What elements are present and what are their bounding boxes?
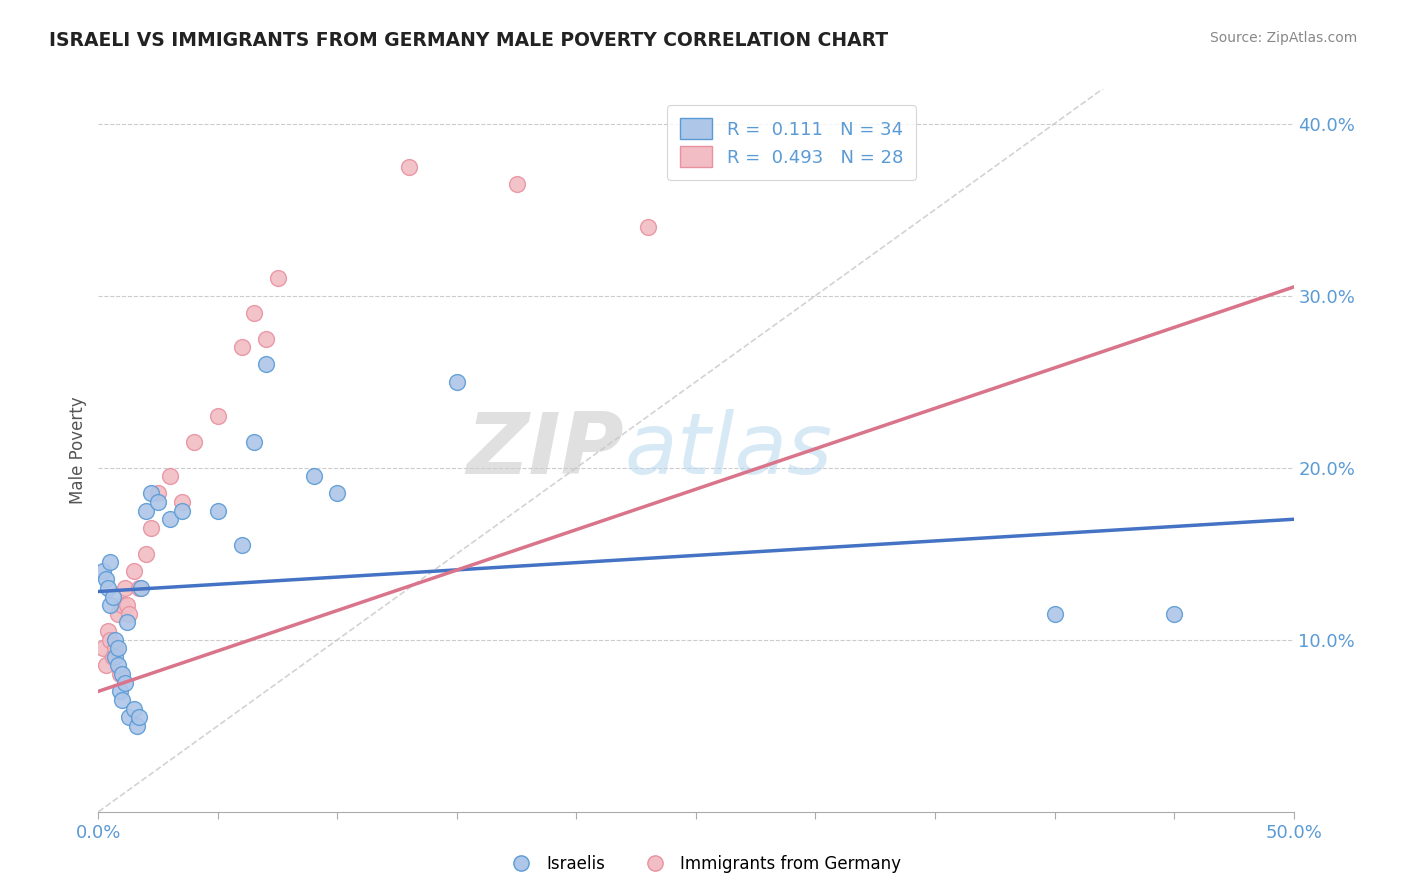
Point bbox=[148, 495, 170, 509]
Point bbox=[98, 632, 122, 647]
Point bbox=[207, 409, 229, 423]
Point bbox=[91, 641, 114, 656]
Point bbox=[125, 719, 148, 733]
Point bbox=[398, 160, 420, 174]
Point bbox=[108, 684, 131, 698]
Point bbox=[111, 667, 134, 681]
Point bbox=[1163, 607, 1185, 621]
Point bbox=[148, 486, 170, 500]
Point bbox=[107, 641, 129, 656]
Point bbox=[94, 573, 117, 587]
Point bbox=[104, 632, 127, 647]
Point bbox=[101, 590, 124, 604]
Point bbox=[139, 521, 162, 535]
Point bbox=[159, 469, 181, 483]
Point bbox=[135, 547, 157, 561]
Point bbox=[267, 271, 290, 285]
Point bbox=[446, 375, 468, 389]
Point bbox=[637, 219, 659, 234]
Text: atlas: atlas bbox=[624, 409, 832, 492]
Point bbox=[98, 555, 122, 569]
Point bbox=[107, 607, 129, 621]
Point bbox=[108, 667, 131, 681]
Point bbox=[172, 503, 194, 517]
Point bbox=[243, 434, 266, 449]
Point bbox=[115, 615, 138, 630]
Point bbox=[326, 486, 349, 500]
Point bbox=[231, 538, 253, 552]
Point bbox=[114, 581, 136, 595]
Point bbox=[97, 581, 120, 595]
Point bbox=[1043, 607, 1066, 621]
Point bbox=[114, 675, 136, 690]
Point bbox=[111, 599, 134, 613]
Point bbox=[118, 710, 141, 724]
Point bbox=[506, 177, 529, 191]
Point bbox=[128, 710, 150, 724]
Point bbox=[139, 486, 162, 500]
Point bbox=[98, 599, 122, 613]
Point bbox=[97, 624, 120, 639]
Text: ISRAELI VS IMMIGRANTS FROM GERMANY MALE POVERTY CORRELATION CHART: ISRAELI VS IMMIGRANTS FROM GERMANY MALE … bbox=[49, 31, 889, 50]
Point bbox=[91, 564, 114, 578]
Point bbox=[124, 564, 146, 578]
Y-axis label: Male Poverty: Male Poverty bbox=[69, 397, 87, 504]
Point bbox=[231, 340, 253, 354]
Point bbox=[118, 607, 141, 621]
Point bbox=[207, 503, 229, 517]
Point bbox=[124, 701, 146, 715]
Legend: R =  0.111   N = 34, R =  0.493   N = 28: R = 0.111 N = 34, R = 0.493 N = 28 bbox=[668, 105, 915, 179]
Point bbox=[94, 658, 117, 673]
Legend: Israelis, Immigrants from Germany: Israelis, Immigrants from Germany bbox=[498, 848, 908, 880]
Point bbox=[183, 434, 205, 449]
Point bbox=[128, 581, 150, 595]
Point bbox=[254, 358, 277, 372]
Point bbox=[135, 503, 157, 517]
Point bbox=[115, 599, 138, 613]
Point bbox=[172, 495, 194, 509]
Point bbox=[302, 469, 325, 483]
Point bbox=[243, 306, 266, 320]
Point bbox=[111, 693, 134, 707]
Point bbox=[104, 641, 127, 656]
Point bbox=[104, 649, 127, 664]
Point bbox=[107, 658, 129, 673]
Point bbox=[254, 332, 277, 346]
Text: Source: ZipAtlas.com: Source: ZipAtlas.com bbox=[1209, 31, 1357, 45]
Point bbox=[131, 581, 153, 595]
Point bbox=[101, 649, 124, 664]
Point bbox=[159, 512, 181, 526]
Text: ZIP: ZIP bbox=[467, 409, 624, 492]
